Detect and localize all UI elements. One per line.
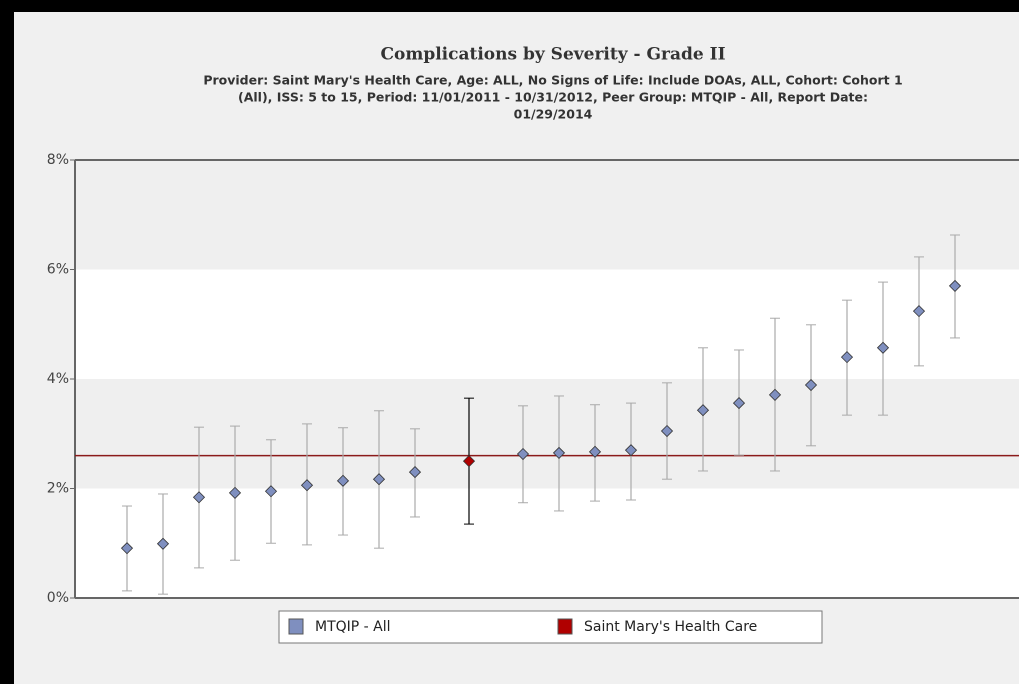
legend-swatch	[288, 618, 304, 635]
data-point	[336, 474, 350, 487]
legend-label: Saint Mary's Health Care	[584, 619, 757, 635]
data-point	[156, 537, 170, 550]
data-point	[552, 446, 566, 459]
data-point	[768, 388, 782, 401]
data-point	[660, 424, 674, 438]
plot-band	[75, 379, 1019, 489]
data-point	[624, 444, 638, 457]
y-tick-label: 2%	[47, 481, 69, 497]
data-point	[876, 341, 890, 354]
legend-box	[278, 610, 823, 644]
legend-swatch	[557, 618, 573, 635]
data-point	[732, 397, 746, 410]
data-point	[408, 466, 422, 479]
data-point	[462, 455, 476, 468]
data-point	[120, 542, 134, 555]
data-point	[228, 486, 242, 499]
data-point	[840, 351, 854, 364]
data-point	[588, 445, 602, 458]
data-point	[264, 485, 278, 498]
data-point	[804, 378, 818, 392]
legend: MTQIP - All Saint Mary's Health Care	[278, 610, 823, 644]
y-tick-label: 6%	[47, 262, 69, 278]
data-point	[696, 404, 710, 417]
y-tick-label: 8%	[47, 152, 69, 168]
data-point	[948, 279, 962, 292]
chart-title: Complications by Severity - Grade II	[380, 45, 725, 65]
y-tick-label: 4%	[47, 371, 69, 387]
data-point	[912, 305, 926, 318]
chart-subtitle: 01/29/2014	[514, 107, 593, 122]
plot-band	[75, 160, 1019, 270]
data-point	[372, 473, 386, 486]
legend-label: MTQIP - All	[315, 619, 391, 635]
y-tick-label: 0%	[47, 590, 69, 606]
chart-subtitle: Provider: Saint Mary's Health Care, Age:…	[203, 73, 902, 88]
plot-area	[70, 159, 1019, 599]
data-point	[192, 491, 206, 504]
chart-subtitle: (All), ISS: 5 to 15, Period: 11/01/2011 …	[238, 90, 868, 105]
data-point	[516, 447, 530, 461]
data-point	[300, 479, 314, 492]
